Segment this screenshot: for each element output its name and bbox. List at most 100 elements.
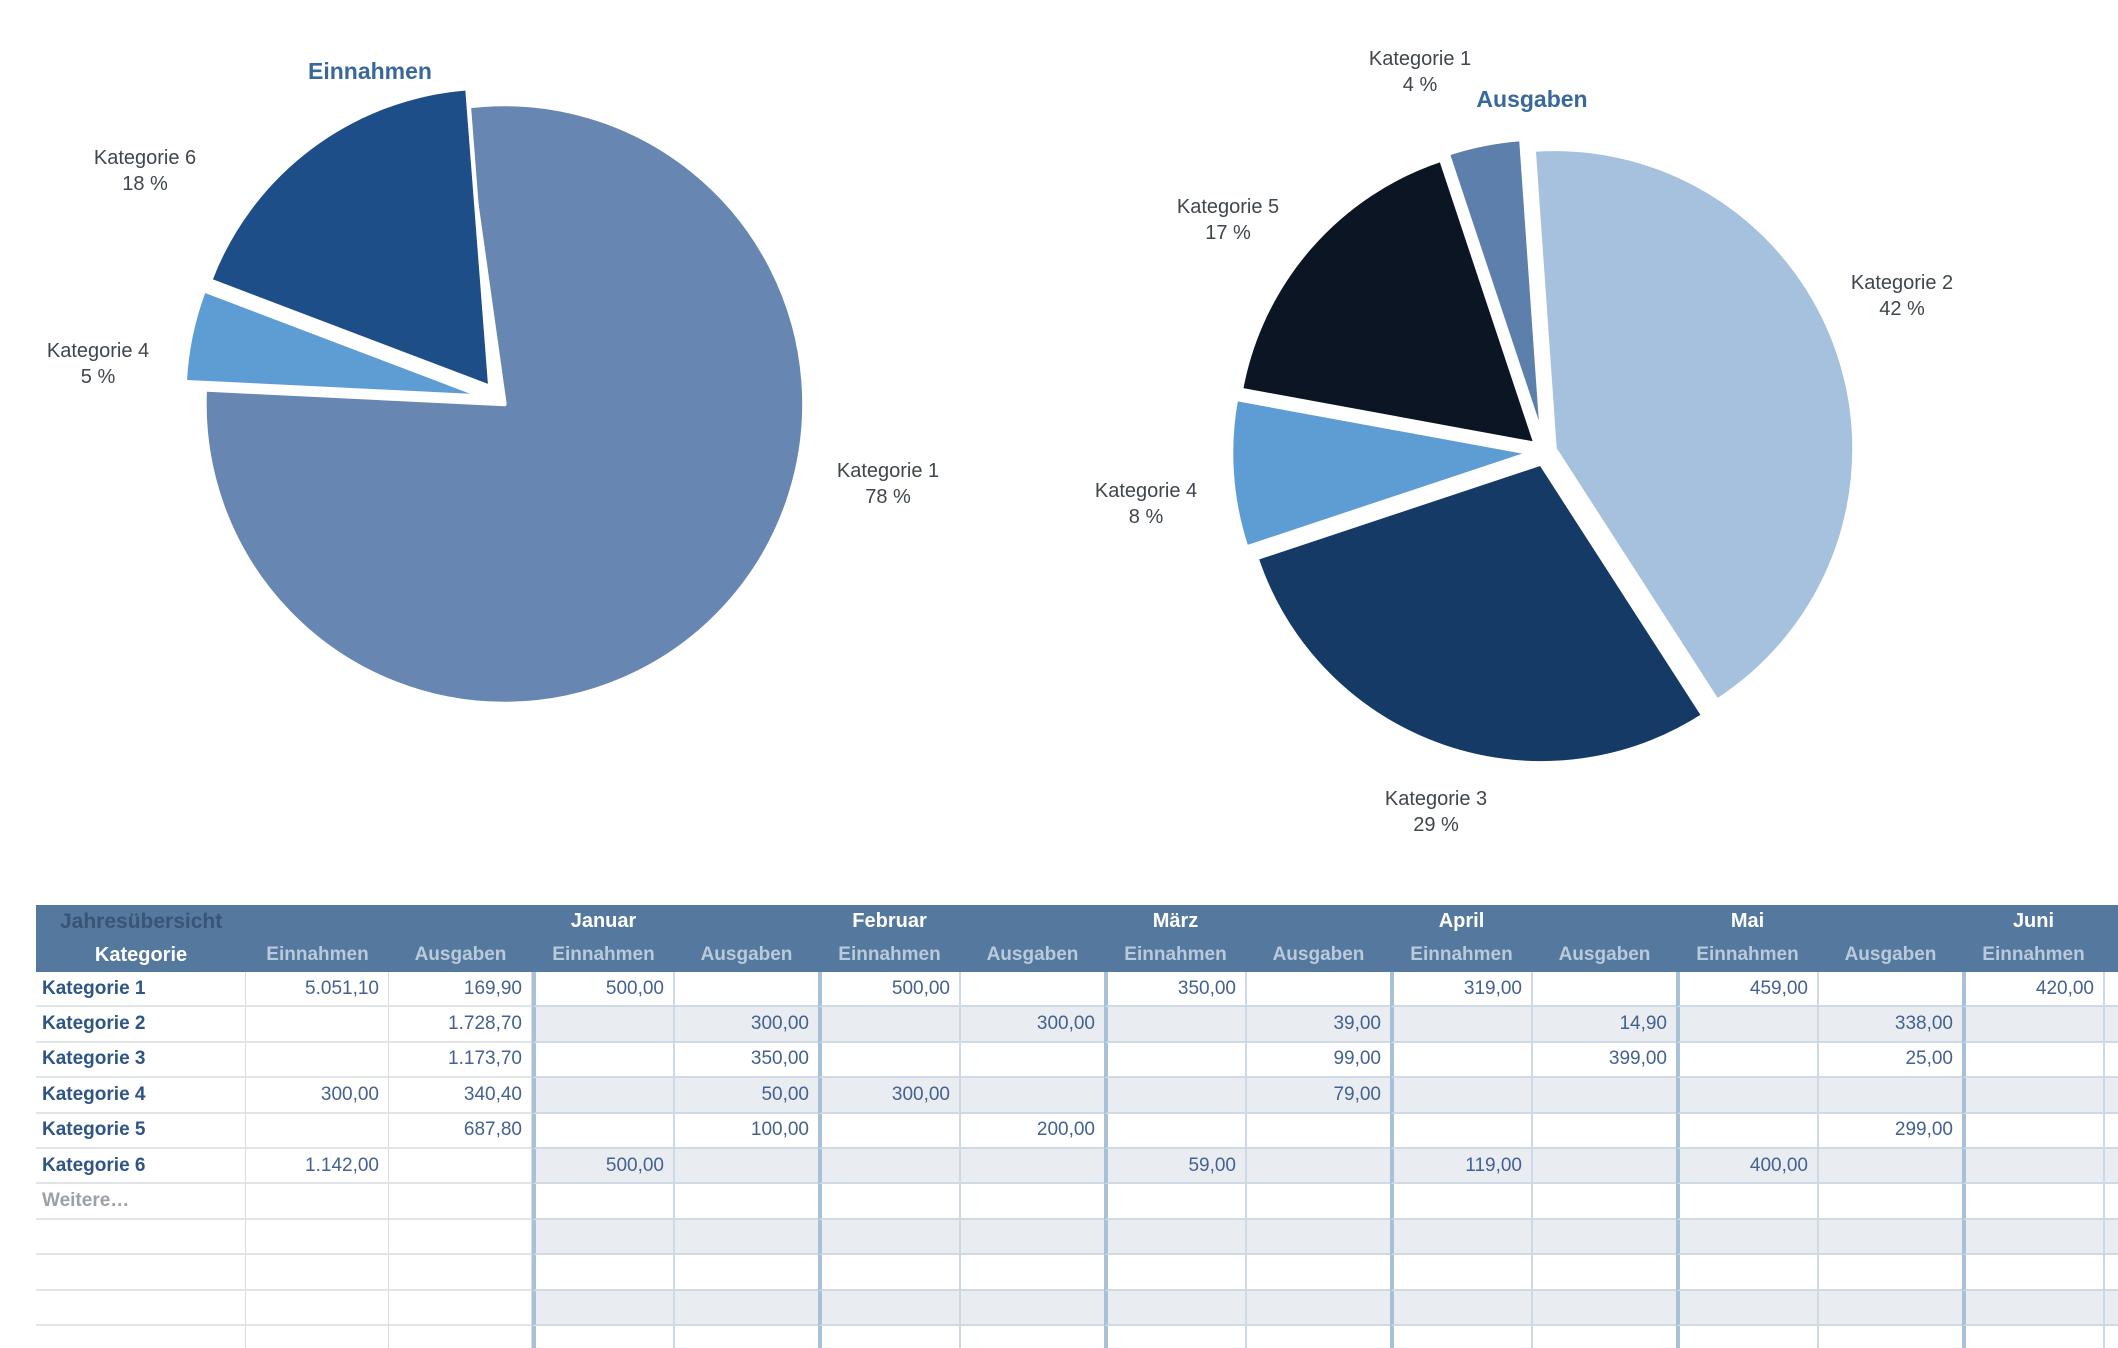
table-cell[interactable] bbox=[246, 1290, 389, 1326]
table-cell[interactable] bbox=[1962, 1007, 2105, 1043]
table-cell[interactable]: 25,00 bbox=[1819, 1042, 1962, 1079]
table-cell[interactable] bbox=[246, 1255, 389, 1291]
pie-slice-kategorie-4[interactable] bbox=[1228, 396, 1534, 550]
table-cell[interactable]: 1.728,70 bbox=[389, 1007, 532, 1043]
table-cell[interactable] bbox=[1962, 1078, 2105, 1114]
table-cell[interactable] bbox=[1533, 972, 1676, 1008]
column-header-einnahmen[interactable]: Einnahmen bbox=[1104, 938, 1247, 972]
pie-slice-kategorie-5[interactable] bbox=[1238, 157, 1539, 447]
table-cell[interactable]: 350,00 bbox=[675, 1042, 818, 1079]
table-cell[interactable] bbox=[1104, 1255, 1247, 1291]
table-cell[interactable] bbox=[389, 1184, 532, 1220]
table-cell[interactable] bbox=[389, 1290, 532, 1326]
table-cell[interactable] bbox=[389, 1219, 532, 1256]
month-header-1[interactable]: Januar bbox=[532, 905, 675, 938]
table-cell[interactable] bbox=[1819, 1078, 1962, 1114]
table-cell[interactable]: 687,80 bbox=[389, 1113, 532, 1149]
table-cell[interactable]: 200,00 bbox=[961, 1113, 1104, 1149]
table-cell[interactable] bbox=[1104, 1078, 1247, 1114]
table-cell[interactable] bbox=[532, 1007, 675, 1043]
table-cell[interactable] bbox=[1533, 1184, 1676, 1220]
table-cell[interactable] bbox=[532, 1290, 675, 1326]
table-cell[interactable]: 399,00 bbox=[1533, 1042, 1676, 1079]
column-header-ausgaben[interactable]: Ausgaben bbox=[675, 938, 818, 972]
table-cell[interactable] bbox=[532, 1042, 675, 1079]
table-cell[interactable] bbox=[961, 1219, 1104, 1256]
table-cell[interactable]: 400,00 bbox=[1676, 1148, 1819, 1185]
table-cell[interactable] bbox=[1533, 1255, 1676, 1291]
month-header-4[interactable]: April bbox=[1390, 905, 1533, 938]
row-label[interactable] bbox=[36, 1255, 246, 1291]
table-cell[interactable] bbox=[246, 1113, 389, 1149]
table-cell[interactable] bbox=[1819, 1148, 1962, 1185]
table-cell[interactable] bbox=[1962, 1113, 2105, 1149]
column-header-ausgaben[interactable]: Ausgaben bbox=[961, 938, 1104, 972]
table-cell[interactable]: 500,00 bbox=[532, 972, 675, 1008]
table-cell[interactable]: 169,90 bbox=[389, 972, 532, 1008]
table-cell[interactable] bbox=[2105, 1255, 2118, 1291]
table-cell[interactable] bbox=[675, 1290, 818, 1326]
table-cell[interactable]: 459,00 bbox=[1676, 972, 1819, 1008]
column-header-einnahmen[interactable]: Einnahmen bbox=[1390, 938, 1533, 972]
table-cell[interactable] bbox=[1104, 1042, 1247, 1079]
table-cell[interactable] bbox=[1819, 1219, 1962, 1256]
table-cell[interactable] bbox=[1533, 1148, 1676, 1185]
row-label[interactable]: Kategorie 2 bbox=[36, 1007, 246, 1043]
month-header-3[interactable]: März bbox=[1104, 905, 1247, 938]
table-cell[interactable] bbox=[1962, 1325, 2105, 1348]
table-cell[interactable] bbox=[2105, 1290, 2118, 1326]
table-cell[interactable]: 300,00 bbox=[961, 1007, 1104, 1043]
table-cell[interactable] bbox=[1247, 1325, 1390, 1348]
category-column-header[interactable]: Kategorie bbox=[36, 938, 246, 972]
table-cell[interactable] bbox=[1533, 1325, 1676, 1348]
table-cell[interactable]: 300,00 bbox=[246, 1078, 389, 1114]
table-cell[interactable] bbox=[1390, 1078, 1533, 1114]
table-cell[interactable] bbox=[1247, 1113, 1390, 1149]
table-cell[interactable] bbox=[1819, 972, 1962, 1008]
table-cell[interactable] bbox=[1676, 1078, 1819, 1114]
table-cell[interactable]: 14,90 bbox=[1533, 1007, 1676, 1043]
table-cell[interactable] bbox=[246, 1325, 389, 1348]
table-cell[interactable] bbox=[532, 1219, 675, 1256]
table-cell[interactable] bbox=[1962, 1290, 2105, 1326]
jahresuebersicht-table[interactable]: Jahresübersicht Januar Februar März April Mai… bbox=[36, 905, 2118, 1348]
table-cell[interactable] bbox=[1390, 1255, 1533, 1291]
table-cell[interactable] bbox=[2105, 1219, 2118, 1256]
table-cell[interactable] bbox=[1533, 1113, 1676, 1149]
table-cell[interactable] bbox=[1819, 1184, 1962, 1220]
table-cell[interactable] bbox=[1676, 1042, 1819, 1079]
table-cell[interactable]: 99,00 bbox=[1247, 1042, 1390, 1079]
table-cell[interactable] bbox=[1104, 1113, 1247, 1149]
table-cell[interactable]: 39,00 bbox=[1247, 1007, 1390, 1043]
table-cell[interactable] bbox=[961, 1078, 1104, 1114]
table-cell[interactable] bbox=[1533, 1078, 1676, 1114]
table-cell[interactable] bbox=[961, 1148, 1104, 1185]
table-cell[interactable] bbox=[389, 1325, 532, 1348]
table-cell[interactable] bbox=[1247, 1148, 1390, 1185]
pie-slice-kategorie-4[interactable] bbox=[182, 287, 487, 399]
table-cell[interactable]: 299,00 bbox=[1819, 1113, 1962, 1149]
table-cell[interactable] bbox=[1104, 1325, 1247, 1348]
table-cell[interactable] bbox=[389, 1255, 532, 1291]
table-cell[interactable] bbox=[1676, 1290, 1819, 1326]
pie-slice-kategorie-2[interactable] bbox=[1531, 146, 1857, 704]
column-header-ausgaben[interactable]: Ausgaben bbox=[2105, 938, 2118, 972]
table-cell[interactable] bbox=[1962, 1255, 2105, 1291]
table-cell[interactable]: 319,00 bbox=[1390, 972, 1533, 1008]
table-cell[interactable] bbox=[818, 1219, 961, 1256]
table-cell[interactable] bbox=[818, 1042, 961, 1079]
table-cell[interactable] bbox=[1819, 1290, 1962, 1326]
row-label[interactable]: Weitere… bbox=[36, 1184, 246, 1220]
table-cell[interactable] bbox=[675, 1184, 818, 1220]
table-cell[interactable] bbox=[1104, 1219, 1247, 1256]
table-cell[interactable] bbox=[246, 1042, 389, 1079]
row-label[interactable]: Kategorie 6 bbox=[36, 1148, 246, 1185]
table-cell[interactable] bbox=[1676, 1255, 1819, 1291]
table-cell[interactable] bbox=[1247, 1290, 1390, 1326]
table-cell[interactable] bbox=[1390, 1219, 1533, 1256]
table-cell[interactable] bbox=[1962, 1148, 2105, 1185]
month-header-5[interactable]: Mai bbox=[1676, 905, 1819, 938]
table-cell[interactable]: 119,00 bbox=[1390, 1148, 1533, 1185]
table-cell[interactable] bbox=[246, 1007, 389, 1043]
row-label[interactable] bbox=[36, 1290, 246, 1326]
